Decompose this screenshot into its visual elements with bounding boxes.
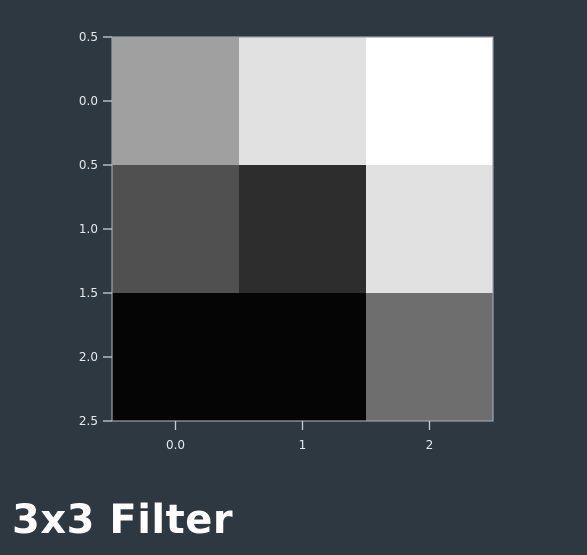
y-tick-label-3: 1.0 [79, 222, 98, 236]
y-tick-label-2: 0.5 [79, 158, 98, 172]
heatmap-cell-r0-c0 [112, 37, 239, 165]
heatmap-cell-r2-c2 [366, 293, 493, 421]
y-tick-label-1: 0.0 [79, 94, 98, 108]
y-tick-label-5: 2.0 [79, 350, 98, 364]
heatmap-cell-r0-c1 [239, 37, 366, 165]
heatmap-cell-r0-c2 [366, 37, 493, 165]
y-tick-label-4: 1.5 [79, 286, 98, 300]
heatmap-cell-r2-c0 [112, 293, 239, 421]
y-tick-label-0: 0.5 [79, 30, 98, 44]
x-axis: 0.0 1 2 [166, 421, 433, 452]
heatmap-cell-r1-c1 [239, 165, 366, 293]
heatmap-cell-r1-c2 [366, 165, 493, 293]
x-tick-label-0: 0.0 [166, 438, 185, 452]
heatmap-cell-r2-c1 [239, 293, 366, 421]
heatmap-chart: 0.5 0.0 0.5 1.0 1.5 2.0 2.5 0.0 1 2 [79, 30, 494, 452]
x-tick-label-1: 1 [299, 438, 307, 452]
y-tick-label-6: 2.5 [79, 414, 98, 428]
heatmap-cell-r1-c0 [112, 165, 239, 293]
figure-caption: 3x3 Filter [12, 497, 234, 543]
heatmap-cells [112, 37, 493, 421]
x-tick-label-2: 2 [426, 438, 434, 452]
y-axis: 0.5 0.0 0.5 1.0 1.5 2.0 2.5 [79, 30, 112, 428]
